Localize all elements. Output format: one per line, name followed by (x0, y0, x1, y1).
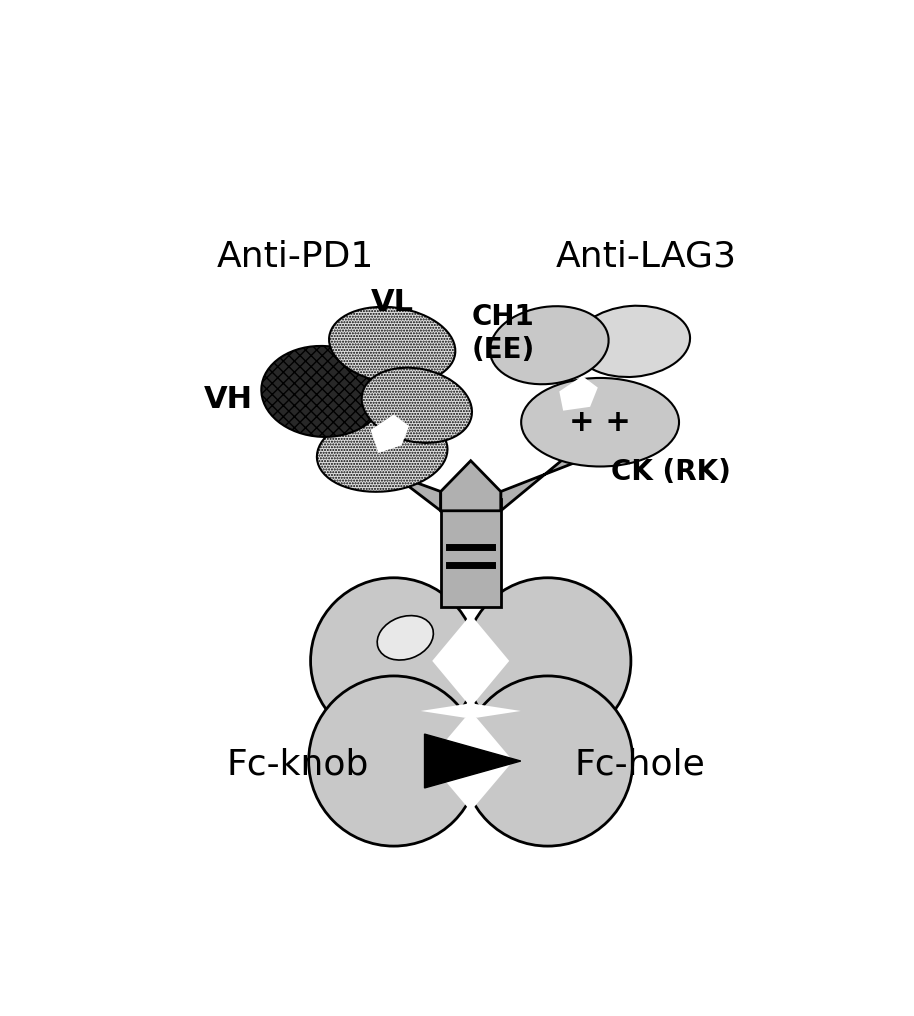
Ellipse shape (521, 378, 679, 466)
Text: Fc-hole: Fc-hole (575, 748, 706, 782)
Text: Anti-LAG3: Anti-LAG3 (556, 240, 737, 273)
Polygon shape (420, 703, 521, 718)
Text: + +: + + (569, 407, 631, 437)
Polygon shape (441, 460, 501, 511)
Text: VL: VL (371, 289, 414, 317)
Bar (441, 499, 501, 607)
Polygon shape (324, 434, 441, 511)
Text: VH: VH (204, 385, 252, 414)
Polygon shape (501, 434, 610, 511)
Polygon shape (429, 711, 513, 811)
Polygon shape (432, 615, 509, 707)
Text: CK (RK): CK (RK) (611, 458, 731, 487)
Ellipse shape (377, 616, 433, 660)
Ellipse shape (575, 306, 690, 377)
Ellipse shape (261, 345, 385, 437)
Ellipse shape (464, 578, 631, 744)
Text: CH1
(EE): CH1 (EE) (472, 304, 535, 364)
Ellipse shape (462, 676, 632, 846)
Ellipse shape (317, 415, 448, 492)
Ellipse shape (309, 676, 479, 846)
Polygon shape (424, 735, 521, 788)
Text: Anti-PD1: Anti-PD1 (217, 240, 374, 273)
Text: Fc-knob: Fc-knob (227, 748, 368, 782)
Polygon shape (371, 415, 409, 453)
Ellipse shape (311, 578, 477, 744)
Ellipse shape (490, 306, 609, 384)
Ellipse shape (362, 368, 472, 443)
Ellipse shape (329, 307, 455, 384)
Polygon shape (559, 376, 598, 410)
